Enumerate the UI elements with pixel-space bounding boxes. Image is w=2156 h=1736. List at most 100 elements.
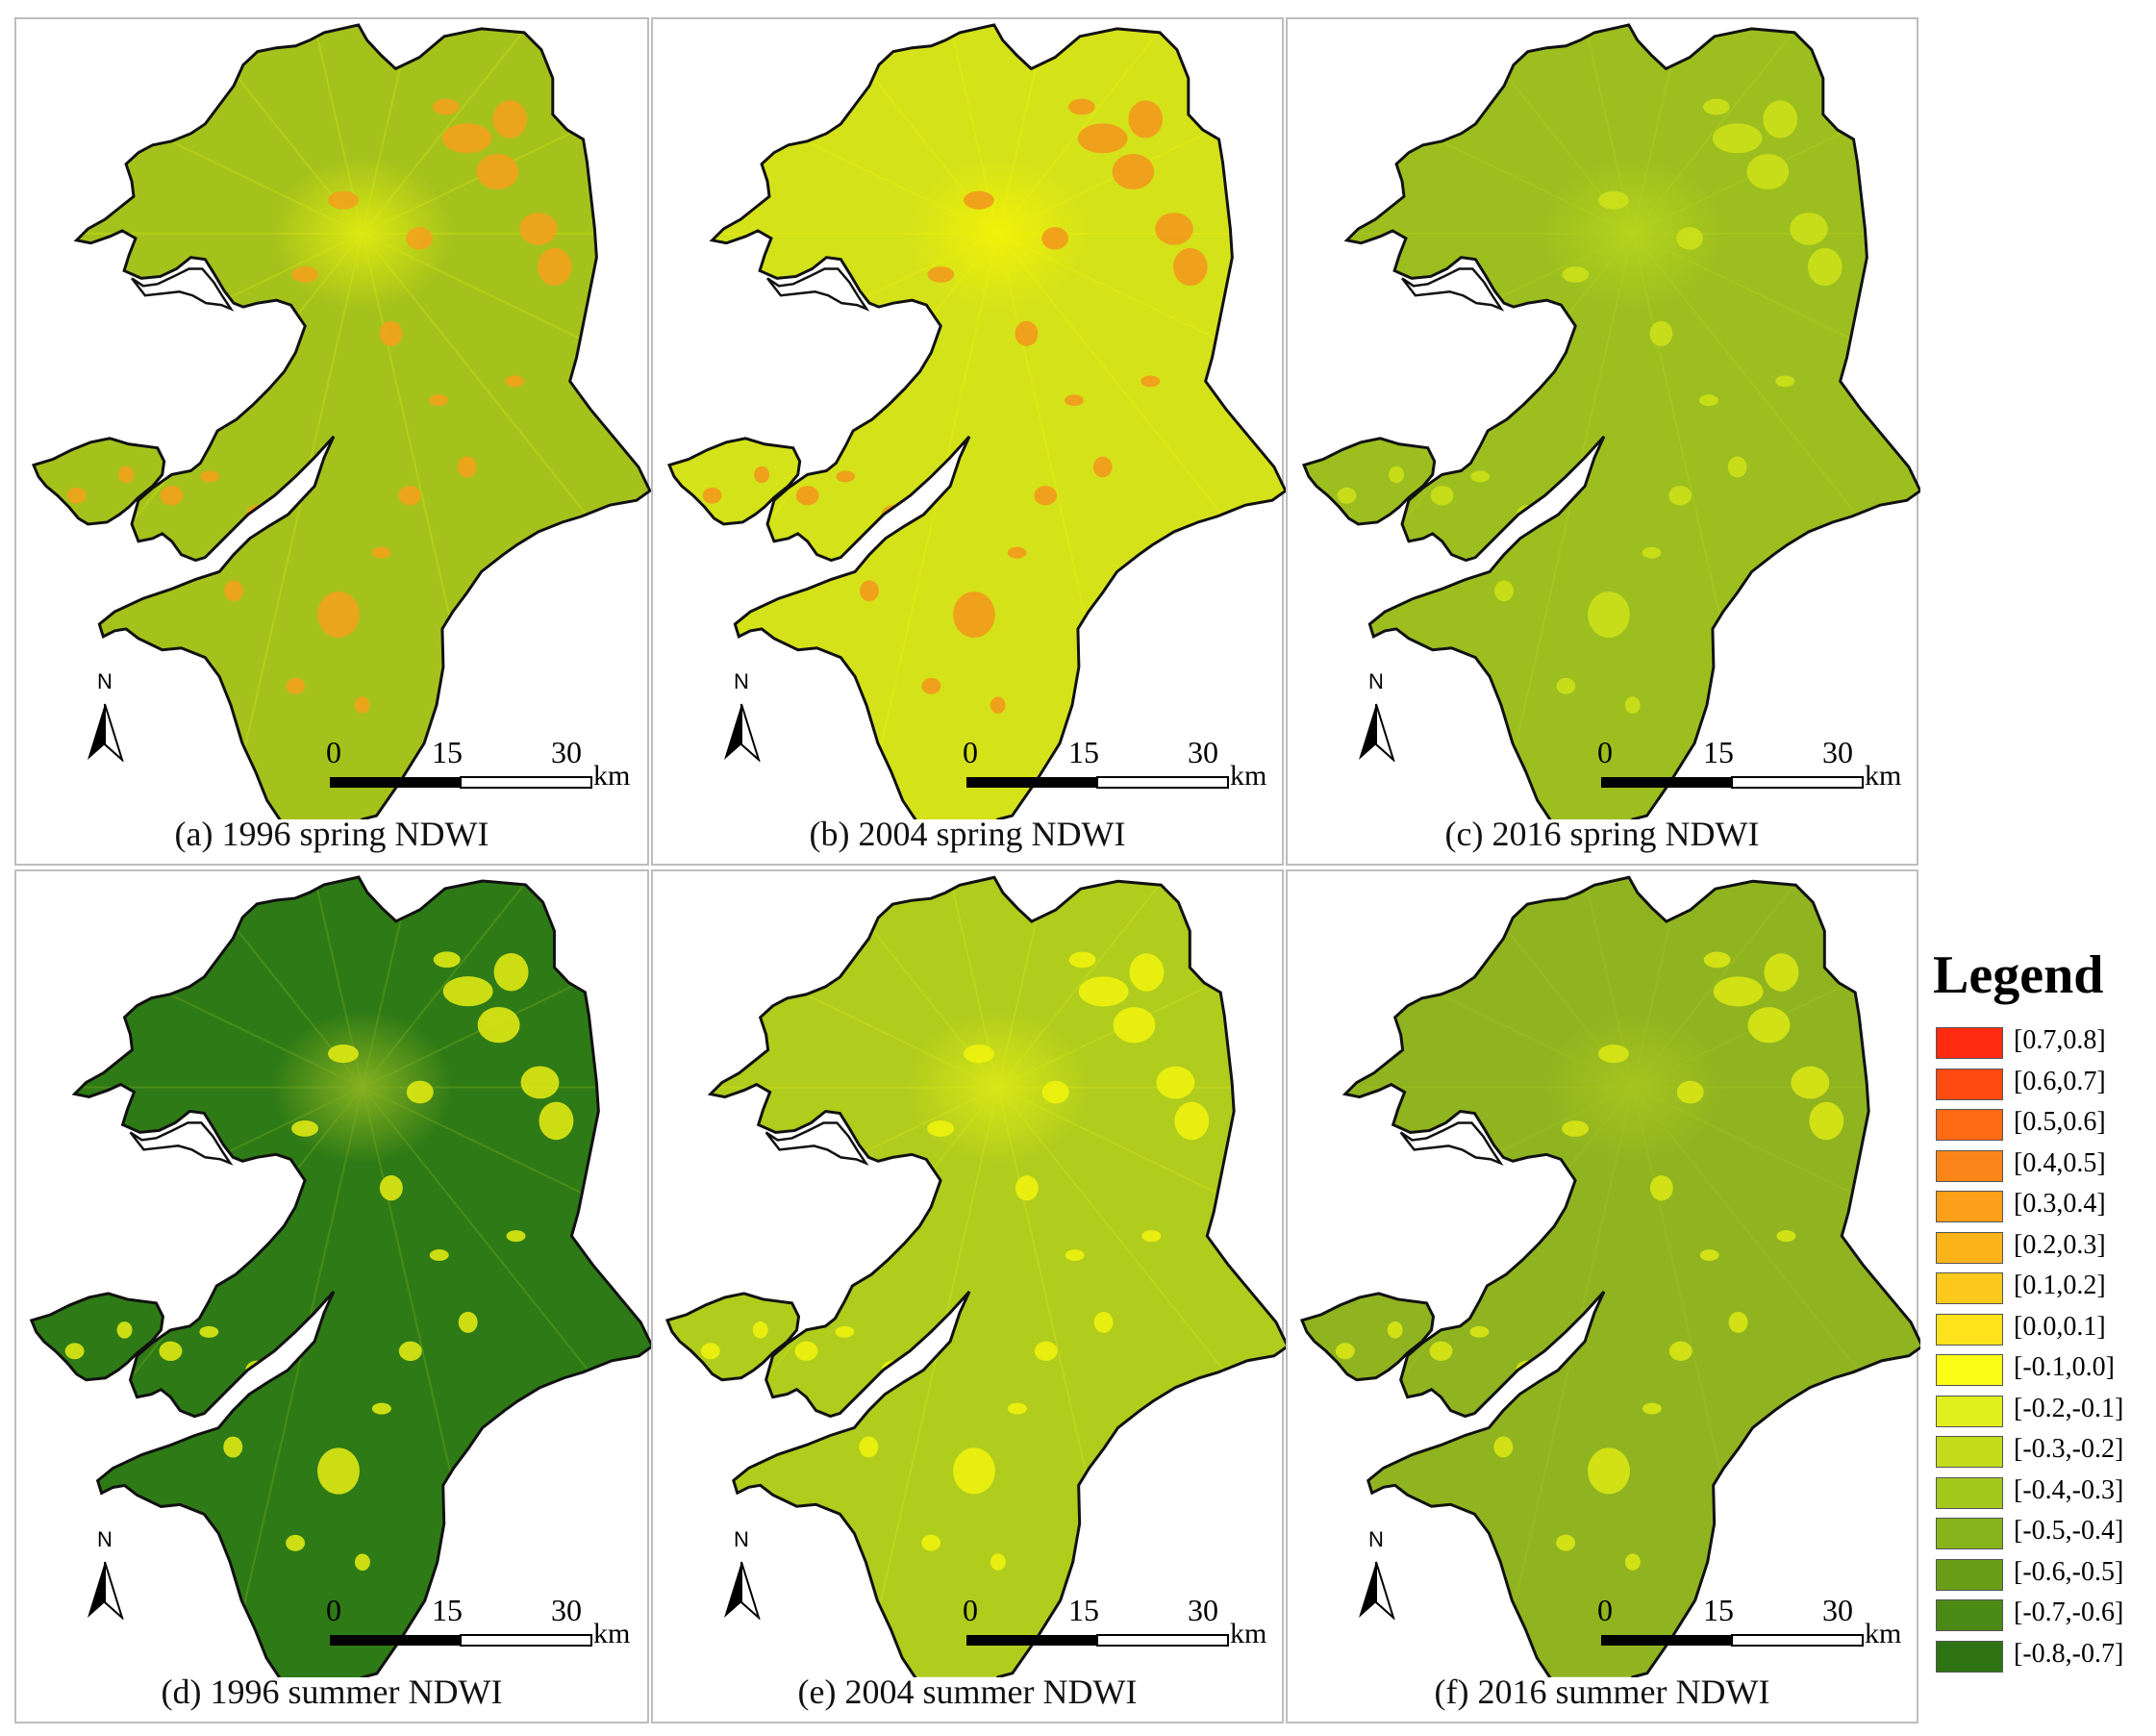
land-patch (286, 677, 306, 694)
land-patch (1387, 1321, 1403, 1339)
land-patch (1676, 227, 1704, 250)
scale-tick-label: 15 (1068, 735, 1099, 769)
legend-swatch (1936, 1109, 2003, 1141)
legend-swatch (1936, 1354, 2003, 1386)
north-label: N (734, 1527, 749, 1551)
land-patch (1041, 227, 1069, 250)
land-patch (921, 677, 941, 694)
legend-swatch (1936, 1476, 2003, 1509)
scale-bar (1601, 776, 1864, 789)
land-patch (1015, 1175, 1039, 1201)
legend-swatch (1936, 1558, 2003, 1591)
ndwi-map (664, 875, 1286, 1677)
land-patch (1809, 1101, 1844, 1141)
boundary-outline (709, 23, 1286, 819)
north-label: N (97, 1527, 113, 1551)
land-patch (1747, 1007, 1791, 1044)
land-patch (1068, 98, 1095, 115)
land-patch (398, 1341, 422, 1361)
map-panel: N 0 15 30 km (b) 2004 spring NDWI (651, 17, 1286, 866)
land-patch (1676, 1080, 1704, 1104)
land-patch (1699, 1249, 1719, 1262)
land-patch (1493, 1436, 1514, 1458)
land-patch (1494, 580, 1514, 602)
land-patch (442, 976, 493, 1007)
land-patch (927, 1120, 955, 1137)
land-patch (1775, 375, 1795, 388)
scale-tick-label: 15 (432, 1593, 463, 1627)
land-patch (505, 375, 525, 388)
legend-item: [-0.2,-0.1] (1931, 1392, 2156, 1433)
legend-swatch (1936, 1272, 2003, 1304)
legend-item: [-0.5,-0.4] (1931, 1514, 2156, 1555)
land-patch (859, 1436, 879, 1458)
lake-cutout (766, 267, 870, 312)
island-outline (31, 437, 166, 526)
land-patch (1129, 953, 1165, 992)
land-patch (1065, 1249, 1085, 1262)
legend-label: [0.4,0.5] (2014, 1147, 2106, 1178)
legend-swatch (1936, 1191, 2003, 1222)
land-patch (492, 100, 528, 138)
legend-swatch (1936, 1640, 2003, 1673)
land-patch (1588, 591, 1630, 639)
land-patch (1155, 213, 1193, 245)
legend-item: [-0.1,0.0] (1931, 1350, 2156, 1392)
panel-caption: (e) 2004 summer NDWI (797, 1673, 1138, 1711)
panel-caption: (b) 2004 spring NDWI (809, 815, 1126, 853)
land-patch (199, 1325, 219, 1338)
land-patch (953, 1447, 995, 1495)
land-patch (1128, 100, 1164, 138)
land-patch (291, 266, 319, 283)
land-patch (1598, 190, 1629, 210)
land-patch (964, 190, 994, 210)
boundary-outline (71, 875, 651, 1677)
land-patch (1642, 1402, 1662, 1415)
land-patch (1642, 546, 1662, 559)
legend-label: [0.3,0.4] (2014, 1189, 2106, 1219)
ndwi-map (31, 23, 651, 819)
lake-cutout (129, 1121, 234, 1166)
land-patch (317, 1447, 360, 1495)
lake-cutout (1401, 267, 1505, 312)
scale-bar (1601, 1634, 1864, 1647)
scale-unit: km (1230, 1618, 1267, 1649)
land-patch (1470, 470, 1491, 483)
land-patch (860, 580, 879, 602)
legend-item: [0.3,0.4] (1931, 1187, 2156, 1228)
north-label: N (97, 669, 113, 693)
legend-swatch (1936, 1518, 2003, 1549)
land-patch (64, 1343, 85, 1360)
map-panel: N 0 15 30 km (c) 2016 spring NDWI (1286, 17, 1920, 866)
land-patch (116, 1321, 133, 1339)
land-patch (458, 1311, 478, 1333)
land-patch (1624, 1553, 1641, 1571)
land-patch (286, 1534, 306, 1551)
land-patch (328, 190, 359, 210)
land-patch (200, 470, 220, 483)
land-patch (1763, 100, 1798, 138)
scale-tick-label: 0 (326, 735, 341, 769)
land-patch (1556, 1534, 1576, 1551)
land-patch (1699, 394, 1718, 407)
ndwi-map (1299, 875, 1920, 1677)
land-patch (1092, 456, 1113, 478)
land-patch (836, 470, 856, 483)
scale-tick-label: 30 (1822, 1593, 1853, 1627)
legend-label: [-0.3,-0.2] (2014, 1434, 2124, 1464)
land-patch (371, 1402, 391, 1415)
land-patch (964, 1044, 994, 1064)
legend-label: [-0.6,-0.5] (2014, 1556, 2124, 1587)
lake-cutout (765, 1121, 869, 1166)
legend-item: [0.0,0.1] (1931, 1310, 2156, 1351)
land-patch (794, 1341, 818, 1361)
scale-tick-label: 30 (551, 735, 582, 769)
scale-unit: km (593, 1618, 631, 1649)
legend-item: [0.2,0.3] (1931, 1228, 2156, 1270)
north-arrow-icon (88, 1561, 124, 1620)
land-patch (1776, 1230, 1796, 1243)
land-patch (1668, 486, 1692, 506)
land-patch (160, 486, 184, 506)
scale-tick-label: 15 (1703, 1593, 1734, 1627)
scale-tick-label: 0 (326, 1593, 341, 1627)
